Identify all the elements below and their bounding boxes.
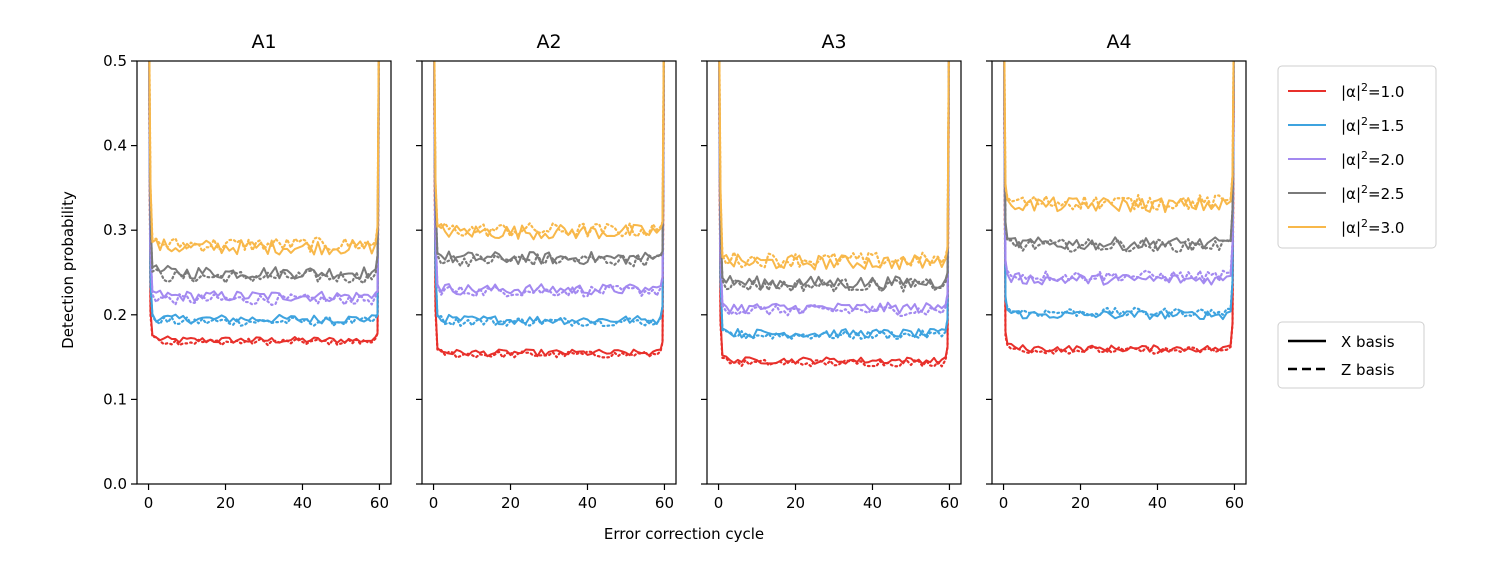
x-tick-label: 20: [216, 494, 235, 512]
panels: A1 0 20 40 60 0.0 0.1 0.2 0.3 0.4 0.5 A2 0 20 40 60 A3 0 2…: [103, 31, 1247, 512]
series-line-2-z-basis: [148, 61, 381, 327]
series-line-1-z-basis: [717, 61, 951, 368]
axes-frame: [421, 60, 677, 485]
series-line-4-x-basis: [433, 61, 665, 266]
panel-title: A4: [1106, 31, 1131, 53]
basis-legend: X basis Z basis: [1277, 321, 1425, 389]
legend-label: |α|2=2.0: [1341, 149, 1404, 169]
series-legend: |α|2=1.0 |α|2=1.5 |α|2=2.0 |α|2=2.5 |α|2=3.0: [1277, 65, 1437, 249]
x-tick-label: 60: [940, 494, 959, 512]
axes-frame: [706, 60, 962, 485]
series-line-4-z-basis: [148, 61, 380, 285]
series-line-3-x-basis: [433, 61, 665, 296]
series-line-1-z-basis: [433, 61, 666, 359]
panel-a2: A2 0 20 40 60: [416, 31, 677, 512]
x-tick-label: 60: [370, 494, 389, 512]
series-line-5-z-basis: [1003, 61, 1235, 211]
series-line-3-x-basis: [718, 61, 950, 315]
series-line-5-x-basis: [1003, 61, 1235, 214]
series-line-4-z-basis: [433, 61, 665, 268]
x-tick-label: 40: [863, 494, 882, 512]
legend-label: |α|2=2.5: [1341, 183, 1404, 203]
panel-a3: A3 0 20 40 60: [701, 31, 962, 512]
y-tick-label: 0.5: [103, 52, 127, 70]
series-line-2-x-basis: [1003, 61, 1235, 321]
x-tick-label: 0: [999, 494, 1009, 512]
series-line-4-x-basis: [1003, 61, 1235, 252]
series-lines: [1002, 61, 1236, 355]
series-line-2-z-basis: [1003, 61, 1235, 318]
series-line-5-z-basis: [148, 61, 380, 253]
series-line-1-z-basis: [147, 61, 381, 347]
y-tick-label: 0.4: [103, 137, 127, 155]
series-lines: [433, 61, 666, 359]
y-tick-label: 0.3: [103, 221, 127, 239]
series-line-3-z-basis: [148, 61, 380, 307]
x-tick-label: 40: [293, 494, 312, 512]
x-tick-label: 0: [714, 494, 724, 512]
x-tick-label: 20: [786, 494, 805, 512]
series-line-2-z-basis: [433, 61, 665, 328]
series-legend-box: [1277, 65, 1437, 249]
series-line-5-x-basis: [148, 61, 380, 256]
series-line-5-x-basis: [718, 61, 950, 271]
x-tick-label: 40: [1148, 494, 1167, 512]
y-axis-label: Detection probability: [59, 191, 77, 349]
x-tick-label: 60: [655, 494, 674, 512]
series-line-4-z-basis: [718, 61, 950, 293]
series-line-3-x-basis: [1003, 61, 1235, 286]
series-line-3-z-basis: [433, 61, 665, 298]
series-line-1-z-basis: [1002, 61, 1236, 355]
series-line-3-z-basis: [1003, 61, 1235, 283]
series-line-4-z-basis: [1003, 61, 1235, 253]
panel-a1: A1 0 20 40 60 0.0 0.1 0.2 0.3 0.4 0.5: [103, 31, 392, 512]
series-lines: [717, 61, 951, 368]
x-tick-label: 20: [1071, 494, 1090, 512]
series-lines: [147, 61, 381, 347]
panel-title: A1: [251, 31, 276, 53]
series-line-2-z-basis: [718, 61, 951, 341]
y-tick-label: 0.2: [103, 306, 127, 324]
x-tick-label: 20: [501, 494, 520, 512]
x-tick-label: 0: [144, 494, 154, 512]
x-tick-label: 60: [1225, 494, 1244, 512]
series-line-3-z-basis: [718, 61, 950, 318]
basis-legend-label: Z basis: [1341, 361, 1395, 379]
legend-label: |α|2=1.5: [1341, 115, 1404, 135]
legend-label: |α|2=3.0: [1341, 217, 1404, 237]
x-tick-label: 40: [578, 494, 597, 512]
panel-title: A2: [536, 31, 561, 53]
x-axis-label: Error correction cycle: [604, 525, 764, 543]
series-line-3-x-basis: [148, 61, 380, 303]
series-line-5-z-basis: [433, 61, 665, 238]
series-line-2-x-basis: [433, 61, 665, 326]
basis-legend-box: [1277, 321, 1425, 389]
y-tick-label: 0.1: [103, 390, 127, 408]
panel-title: A3: [821, 31, 846, 53]
series-line-5-z-basis: [718, 61, 950, 269]
axes-frame: [991, 60, 1247, 485]
basis-legend-label: X basis: [1341, 333, 1395, 351]
axes-frame: [136, 60, 392, 485]
legend-label: |α|2=1.0: [1341, 81, 1404, 101]
panel-a4: A4 0 20 40 60: [986, 31, 1247, 512]
y-tick-label: 0.0: [103, 475, 127, 493]
series-line-5-x-basis: [433, 61, 665, 241]
series-line-1-x-basis: [433, 61, 665, 358]
x-tick-label: 0: [429, 494, 439, 512]
